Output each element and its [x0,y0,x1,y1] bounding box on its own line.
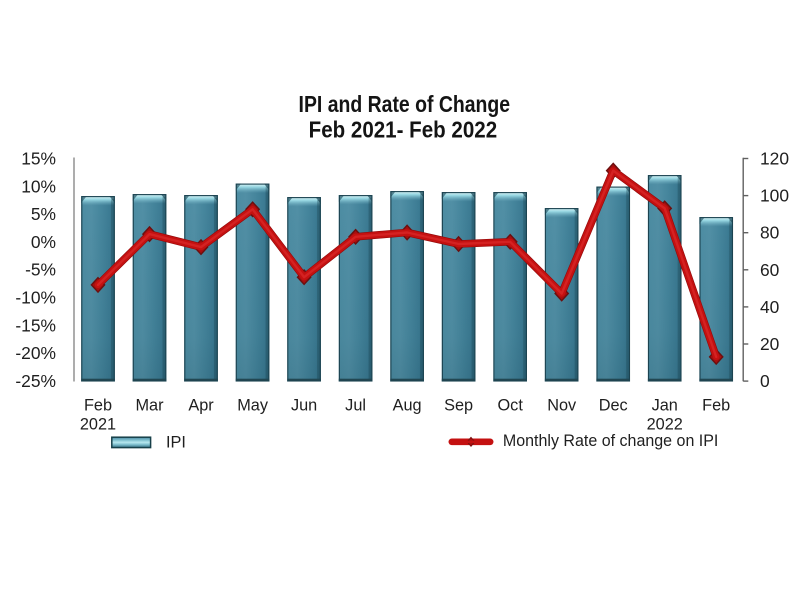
svg-text:80: 80 [760,223,779,243]
svg-text:5%: 5% [31,204,56,224]
svg-text:Apr: Apr [188,396,214,414]
svg-text:Jun: Jun [291,396,317,414]
svg-text:IPI: IPI [166,433,186,451]
svg-text:Dec: Dec [599,396,628,414]
svg-text:10%: 10% [21,176,56,196]
svg-text:Monthly Rate of change on IPI: Monthly Rate of change on IPI [503,431,719,450]
svg-text:Feb: Feb [702,396,730,414]
svg-text:May: May [237,396,269,414]
svg-text:Feb: Feb [84,396,112,414]
svg-text:60: 60 [760,260,779,280]
svg-text:2021: 2021 [80,415,116,433]
svg-text:20: 20 [760,334,779,354]
svg-text:0: 0 [760,371,770,391]
svg-text:120: 120 [760,149,789,169]
svg-text:0%: 0% [31,232,56,252]
svg-text:Jan: Jan [652,396,678,414]
svg-text:15%: 15% [21,149,56,169]
svg-text:IPI and Rate of Change: IPI and Rate of Change [299,91,511,117]
svg-text:Mar: Mar [135,396,164,414]
svg-text:-25%: -25% [15,371,56,391]
svg-text:Aug: Aug [393,396,422,414]
svg-text:Nov: Nov [547,396,577,414]
svg-text:Feb 2021- Feb 2022: Feb 2021- Feb 2022 [309,117,498,143]
svg-text:2022: 2022 [647,415,683,433]
svg-text:-10%: -10% [15,288,56,308]
svg-text:Oct: Oct [498,396,524,414]
svg-text:100: 100 [760,186,789,206]
svg-text:40: 40 [760,297,779,317]
svg-text:-15%: -15% [15,315,56,335]
svg-text:-20%: -20% [15,343,56,363]
svg-text:Jul: Jul [345,396,366,414]
svg-text:Sep: Sep [444,396,473,414]
svg-text:-5%: -5% [25,260,56,280]
